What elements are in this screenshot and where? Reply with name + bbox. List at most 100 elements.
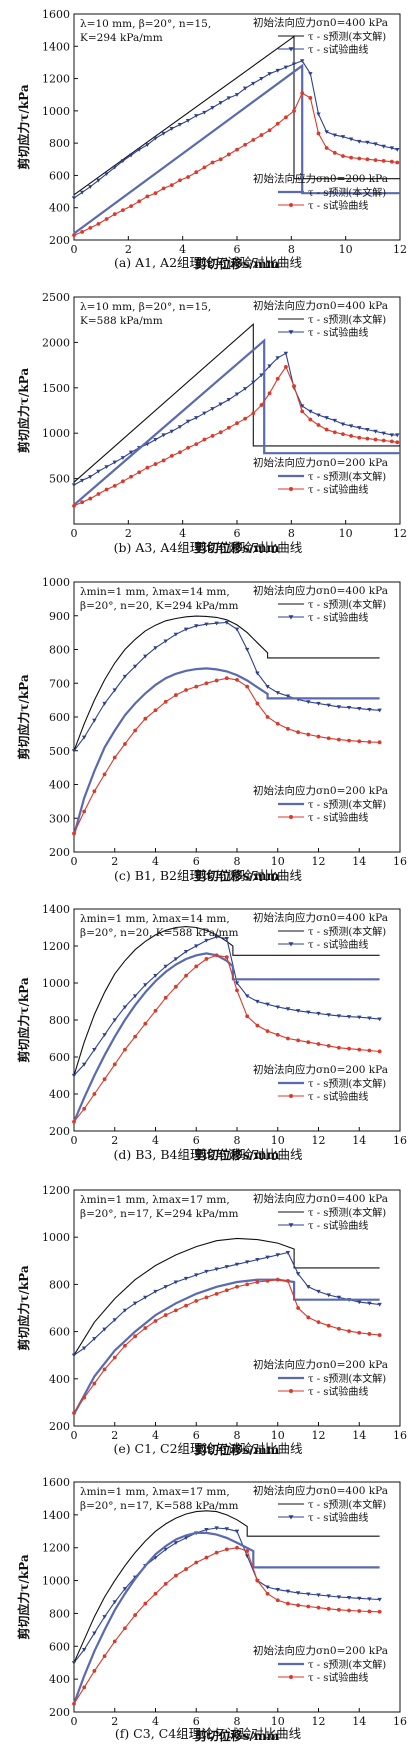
x-tick-label: 8 — [234, 1134, 241, 1147]
series-test-200-point — [169, 183, 174, 188]
x-tick-label: 2 — [111, 1134, 118, 1147]
series-predicted-400-line — [73, 35, 400, 196]
series-test-200-point — [365, 157, 370, 162]
x-axis-label: 剪切位移s/mm — [195, 256, 280, 271]
series-test-200-point — [326, 1323, 331, 1328]
x-tick-label: 6 — [234, 243, 241, 256]
series-test-200-point — [316, 1605, 321, 1610]
series-test-400-point — [163, 1547, 168, 1552]
legend-label-predicted: τ - s预测(本文解) — [308, 925, 386, 938]
series-test-200-point — [96, 221, 101, 226]
series-predicted-400-line — [73, 1237, 380, 1356]
series-test-400-point — [348, 424, 354, 429]
series-test-400-point — [128, 450, 134, 455]
series-test-400-point — [112, 460, 117, 465]
series-test-200-point — [224, 1288, 229, 1293]
series-test-400-point — [340, 135, 346, 139]
series-test-400-point — [283, 351, 289, 356]
series-test-200-point — [133, 1334, 138, 1339]
x-tick-label: 6 — [193, 1715, 200, 1728]
series-test-200-point — [367, 740, 372, 744]
series-test-400-point — [357, 1015, 362, 1020]
series-test-400-point — [285, 1589, 291, 1594]
series-test-400-point — [255, 671, 260, 676]
series-test-400-point — [275, 1253, 280, 1258]
group-label-400: 初始法向应力σn0=400 kPa — [253, 584, 388, 597]
series-test-200-point — [377, 1609, 382, 1614]
series-test-200-point — [265, 1278, 270, 1283]
series-predicted-200-line — [73, 1278, 380, 1415]
legend-label-test: τ - s试验曲线 — [308, 483, 368, 496]
y-tick-label: 400 — [49, 202, 70, 215]
chart-panel-b: 0 2 4 6 8 10 12 500 1000 1500 2000 2500 剪切位移s/mm 剪切应力… — [16, 291, 407, 555]
series-test-200-point — [153, 462, 158, 466]
y-tick-label: 1600 — [42, 8, 70, 21]
legend-marker-test — [288, 1515, 294, 1520]
series-test-200-point — [336, 1045, 341, 1050]
series-test-200-point — [143, 1326, 148, 1330]
series-test-200-point — [306, 1604, 311, 1609]
series-test-400-point — [308, 72, 313, 76]
series-test-400-point — [242, 387, 248, 391]
series-test-200-point — [275, 721, 280, 726]
series-test-400-point — [242, 86, 248, 91]
x-tick-label: 14 — [352, 1134, 366, 1147]
series-test-400-point — [132, 1301, 138, 1306]
x-tick-label: 16 — [393, 1715, 407, 1728]
series-test-400-point — [377, 708, 382, 713]
series-test-200-point — [296, 1038, 301, 1043]
series-test-400-point — [92, 1631, 97, 1636]
series-test-200-point — [286, 1036, 290, 1041]
series-test-200-point — [224, 1547, 229, 1552]
series-test-200-point — [194, 684, 199, 689]
series-test-200-point — [72, 1119, 76, 1124]
y-tick-label: 1000 — [42, 1575, 70, 1588]
series-test-400-point — [102, 701, 107, 706]
series-test-200-point — [284, 365, 288, 369]
series-test-400-point — [173, 1541, 179, 1545]
legend-label-predicted: τ - s预测(本文解) — [308, 186, 386, 199]
series-test-200-point — [153, 708, 158, 713]
series-test-400-point — [336, 1295, 342, 1300]
series-test-200-point — [204, 1555, 209, 1560]
series-test-200-point — [204, 1295, 209, 1300]
series-test-200-point — [153, 1591, 158, 1596]
series-test-400-point — [373, 429, 378, 434]
series-test-200-point — [326, 736, 331, 741]
series-test-400-point — [92, 1337, 97, 1341]
series-test-400-point — [202, 110, 207, 115]
series-test-200-point — [235, 988, 239, 993]
x-tick-label: 12 — [312, 1715, 326, 1728]
series-test-200-point — [102, 1077, 107, 1082]
series-test-200-point — [226, 425, 231, 430]
series-test-200-point — [251, 138, 256, 142]
series-test-400-point — [143, 983, 148, 988]
series-test-200-point — [255, 1023, 260, 1028]
series-test-200-point — [275, 1032, 280, 1037]
y-tick-label: 200 — [49, 1706, 70, 1719]
series-test-400-point — [173, 1280, 179, 1285]
series-test-200-point — [92, 1381, 97, 1386]
y-tick-label: 700 — [49, 677, 70, 690]
group-label-200: 初始法向应力σn0=200 kPa — [253, 172, 388, 185]
x-tick-label: 4 — [179, 527, 186, 540]
series-test-400-point — [214, 935, 219, 939]
legend-label-test: τ - s试验曲线 — [308, 1385, 368, 1398]
series-test-200-point — [286, 1278, 290, 1283]
series-test-400-point — [381, 144, 386, 149]
series-test-200-point — [259, 133, 264, 137]
x-tick-label: 6 — [193, 855, 200, 868]
series-test-200-point — [112, 1062, 117, 1067]
series-test-400-point — [367, 707, 372, 712]
series-test-400-point — [265, 1002, 270, 1007]
series-test-400-point — [265, 1585, 270, 1590]
series-test-200-point — [194, 170, 199, 175]
parameter-text: β=20°, n=20, K=294 kPa/mm — [80, 600, 238, 612]
series-test-400-point — [224, 620, 230, 625]
series-test-400-point — [122, 1005, 128, 1010]
legend-marker-test — [288, 330, 294, 335]
y-tick-label: 800 — [49, 1014, 70, 1027]
series-test-200-point — [347, 1329, 351, 1334]
parameter-text: λmin=1 mm, λmax=14 mm, — [80, 913, 230, 925]
series-test-200-point — [243, 142, 248, 147]
